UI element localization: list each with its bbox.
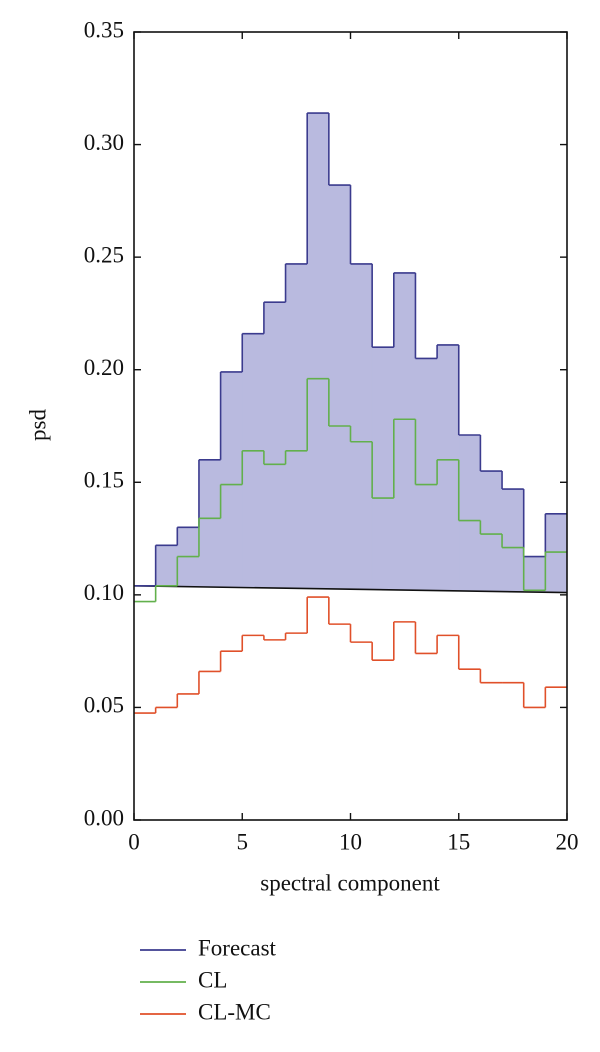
x-tick-label: 0 — [128, 829, 140, 854]
x-axis-label: spectral component — [260, 870, 440, 895]
x-tick-label: 10 — [339, 829, 362, 854]
area-fill — [263, 301, 286, 589]
area-fill — [436, 344, 460, 592]
area-fill — [285, 263, 308, 589]
y-tick-label: 0.05 — [84, 693, 124, 718]
y-tick-label: 0.20 — [84, 355, 124, 380]
y-tick-label: 0.25 — [84, 242, 124, 267]
y-tick-label: 0.30 — [84, 130, 124, 155]
area-fill — [306, 112, 330, 590]
legend-label: CL — [198, 967, 227, 992]
reference-line — [133, 585, 568, 594]
area-fill — [241, 333, 265, 589]
area-fill — [328, 184, 351, 590]
area-fill — [501, 488, 525, 593]
area-fill — [350, 263, 373, 590]
area-fill — [480, 470, 503, 592]
y-tick-label: 0.00 — [84, 805, 124, 830]
area-fill — [393, 272, 416, 591]
y-tick-label: 0.10 — [84, 580, 124, 605]
x-tick-label: 5 — [237, 829, 249, 854]
area-fill — [545, 513, 568, 593]
area-fill — [220, 371, 243, 588]
legend-label: CL-MC — [198, 999, 271, 1024]
x-tick-label: 20 — [556, 829, 579, 854]
area-fill — [371, 346, 395, 591]
area-fill — [523, 556, 546, 593]
legend-label: Forecast — [198, 935, 277, 960]
area-fill — [155, 545, 178, 587]
y-axis-label: psd — [25, 409, 50, 441]
area-fill — [198, 459, 221, 588]
area-fill — [415, 358, 438, 591]
y-tick-label: 0.35 — [84, 17, 124, 42]
x-tick-label: 15 — [447, 829, 470, 854]
y-tick-label: 0.15 — [84, 468, 124, 493]
area-fill — [458, 434, 481, 592]
